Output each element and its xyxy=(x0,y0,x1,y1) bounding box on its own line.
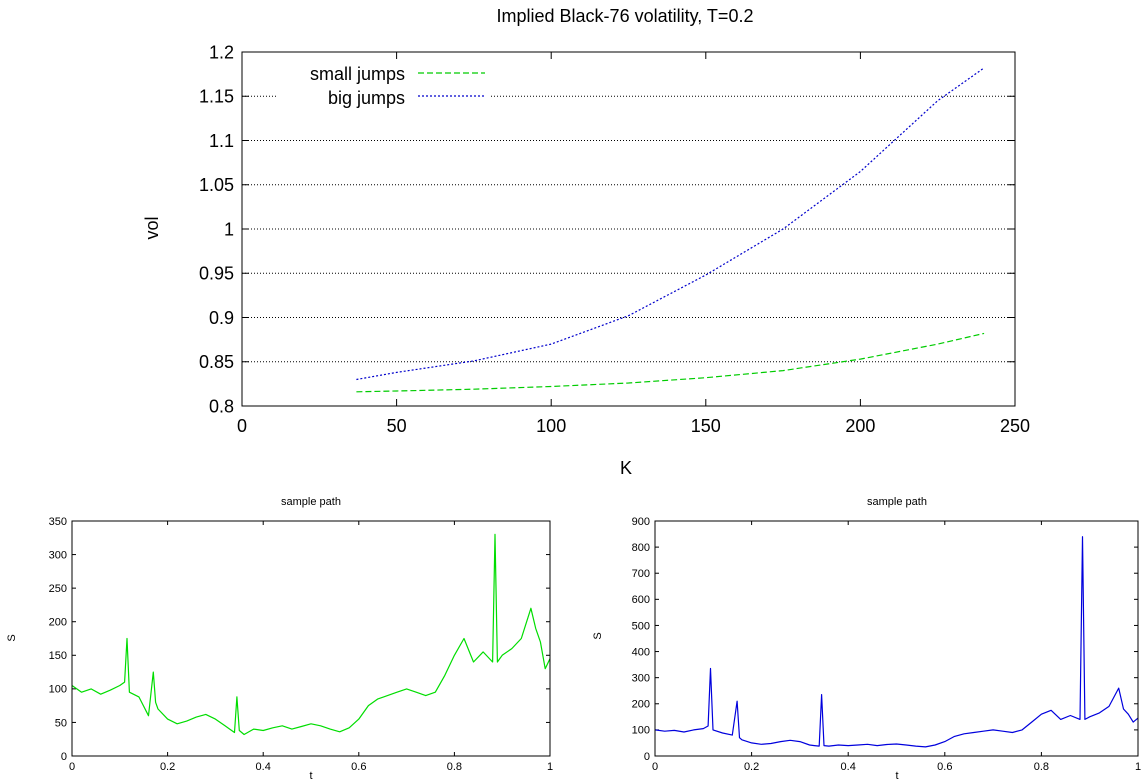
axis-ticks: 0 50 100 150 200 250 300 350 0 0.2 0.4 0.6 0.8 1 xyxy=(49,516,553,773)
y-tick-label: 500 xyxy=(632,620,650,632)
chart-title: sample path xyxy=(281,496,341,508)
sample-path-small-jumps-chart: sample path S t 0 50 100 150 200 250 300 350 0 0.… xyxy=(6,496,553,782)
x-tick-label: 0.8 xyxy=(1034,761,1049,773)
plot-frame xyxy=(654,520,1139,757)
x-tick-label: 50 xyxy=(387,416,407,436)
x-tick-label: 0.2 xyxy=(744,761,759,773)
y-tick-label: 0 xyxy=(644,751,650,763)
axis-ticks: 0.8 0.85 0.9 0.95 1 1.05 1.1 1.15 1.2 0 50 100 150 20… xyxy=(199,42,1030,436)
x-tick-label: 0.4 xyxy=(841,761,856,773)
x-tick-label: 0.6 xyxy=(351,761,366,773)
y-tick-label: 0.95 xyxy=(199,264,234,284)
x-tick-label: 0 xyxy=(652,761,658,773)
y-axis-label: vol xyxy=(142,216,162,239)
y-tick-label: 300 xyxy=(49,549,67,561)
implied-vol-chart: Implied Black-76 volatility, T=0.2 vol K… xyxy=(142,6,1030,478)
sample-path-big-jumps-chart: sample path S t 0 100 200 300 400 500 600 700 80… xyxy=(592,496,1141,782)
y-tick-label: 1.15 xyxy=(199,87,234,107)
y-tick-label: 1.1 xyxy=(209,131,234,151)
legend-label-big-jumps: big jumps xyxy=(328,88,405,108)
y-tick-label: 0.8 xyxy=(209,396,234,416)
x-tick-label: 150 xyxy=(691,416,721,436)
y-tick-label: 1.2 xyxy=(209,42,234,62)
y-tick-label: 200 xyxy=(632,699,650,711)
x-axis-label: t xyxy=(309,770,312,782)
y-tick-label: 1.05 xyxy=(199,175,234,195)
series-group xyxy=(654,536,1139,748)
plot-frame xyxy=(71,520,551,757)
series-line-0 xyxy=(71,533,551,736)
legend-label-small-jumps: small jumps xyxy=(310,64,405,84)
x-tick-label: 0.4 xyxy=(256,761,271,773)
x-axis-label: K xyxy=(620,458,632,478)
y-tick-label: 300 xyxy=(632,673,650,685)
chart-title: Implied Black-76 volatility, T=0.2 xyxy=(497,6,754,26)
y-tick-label: 150 xyxy=(49,650,67,662)
y-tick-label: 100 xyxy=(49,684,67,696)
y-axis-label: S xyxy=(6,634,18,641)
x-tick-label: 250 xyxy=(1000,416,1030,436)
y-tick-label: 250 xyxy=(49,583,67,595)
y-tick-label: 0 xyxy=(61,751,67,763)
grid-lines xyxy=(242,95,1015,363)
x-tick-label: 0.8 xyxy=(447,761,462,773)
series-line-0 xyxy=(654,536,1139,748)
plot-frame xyxy=(241,51,1016,407)
y-tick-label: 900 xyxy=(632,516,650,528)
legend: small jumps big jumps xyxy=(276,60,491,110)
y-tick-label: 700 xyxy=(632,568,650,580)
chart-title: sample path xyxy=(867,496,927,508)
y-tick-label: 100 xyxy=(632,725,650,737)
y-tick-label: 600 xyxy=(632,594,650,606)
series-line-1 xyxy=(356,67,985,381)
x-tick-label: 200 xyxy=(845,416,875,436)
y-tick-label: 1 xyxy=(224,219,234,239)
y-tick-label: 50 xyxy=(55,717,67,729)
y-tick-label: 0.85 xyxy=(199,352,234,372)
series-line-0 xyxy=(356,332,985,393)
series-group xyxy=(356,67,985,393)
x-tick-label: 0 xyxy=(237,416,247,436)
x-tick-label: 0.6 xyxy=(937,761,952,773)
y-tick-label: 400 xyxy=(632,646,650,658)
y-tick-label: 200 xyxy=(49,617,67,629)
x-tick-label: 0.2 xyxy=(160,761,175,773)
y-tick-label: 350 xyxy=(49,516,67,528)
x-tick-label: 1 xyxy=(1135,761,1141,773)
x-tick-label: 100 xyxy=(536,416,566,436)
series-group xyxy=(71,533,551,736)
y-tick-label: 0.9 xyxy=(209,308,234,328)
x-tick-label: 0 xyxy=(69,761,75,773)
x-tick-label: 1 xyxy=(547,761,553,773)
axis-ticks: 0 100 200 300 400 500 600 700 800 900 0 0.2 0.4 0.6 0.… xyxy=(632,516,1141,773)
legend-background xyxy=(276,60,491,110)
y-tick-label: 800 xyxy=(632,542,650,554)
y-axis-label: S xyxy=(592,632,604,639)
x-axis-label: t xyxy=(895,770,898,782)
